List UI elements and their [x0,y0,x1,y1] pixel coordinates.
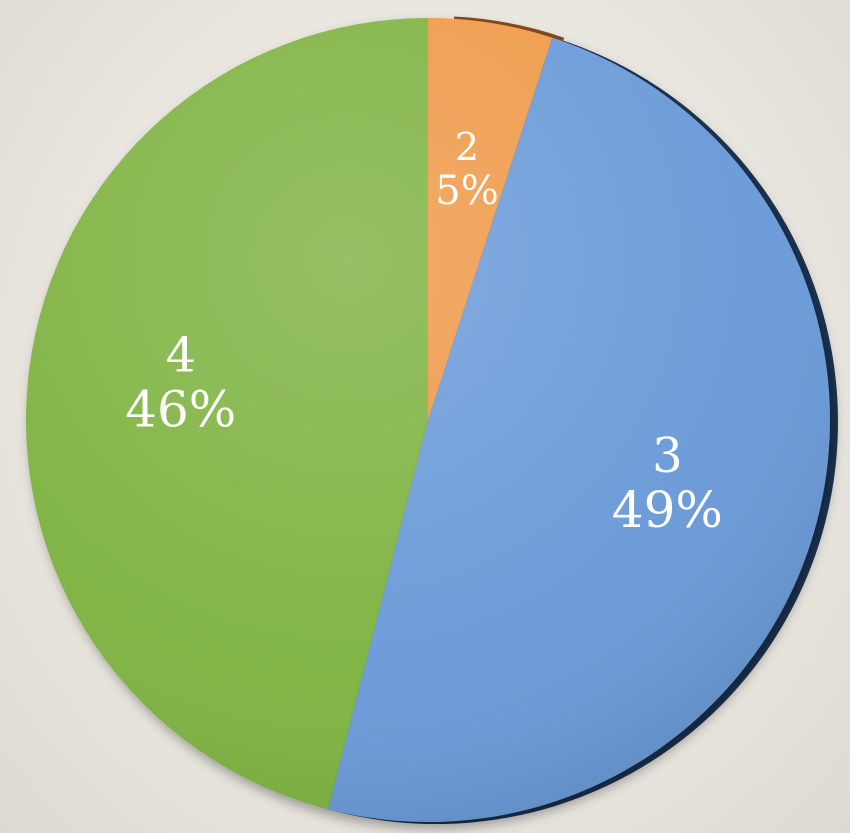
slice-label-3: 3 [652,428,683,484]
slice-percent-3: 49% [612,481,723,539]
slice-label-2: 2 [455,125,479,169]
slice-percent-4: 46% [125,380,236,438]
slice-label-4: 4 [165,327,196,383]
pie-labels: 25% 349% 446% [125,125,723,539]
slice-percent-2: 5% [435,168,498,214]
